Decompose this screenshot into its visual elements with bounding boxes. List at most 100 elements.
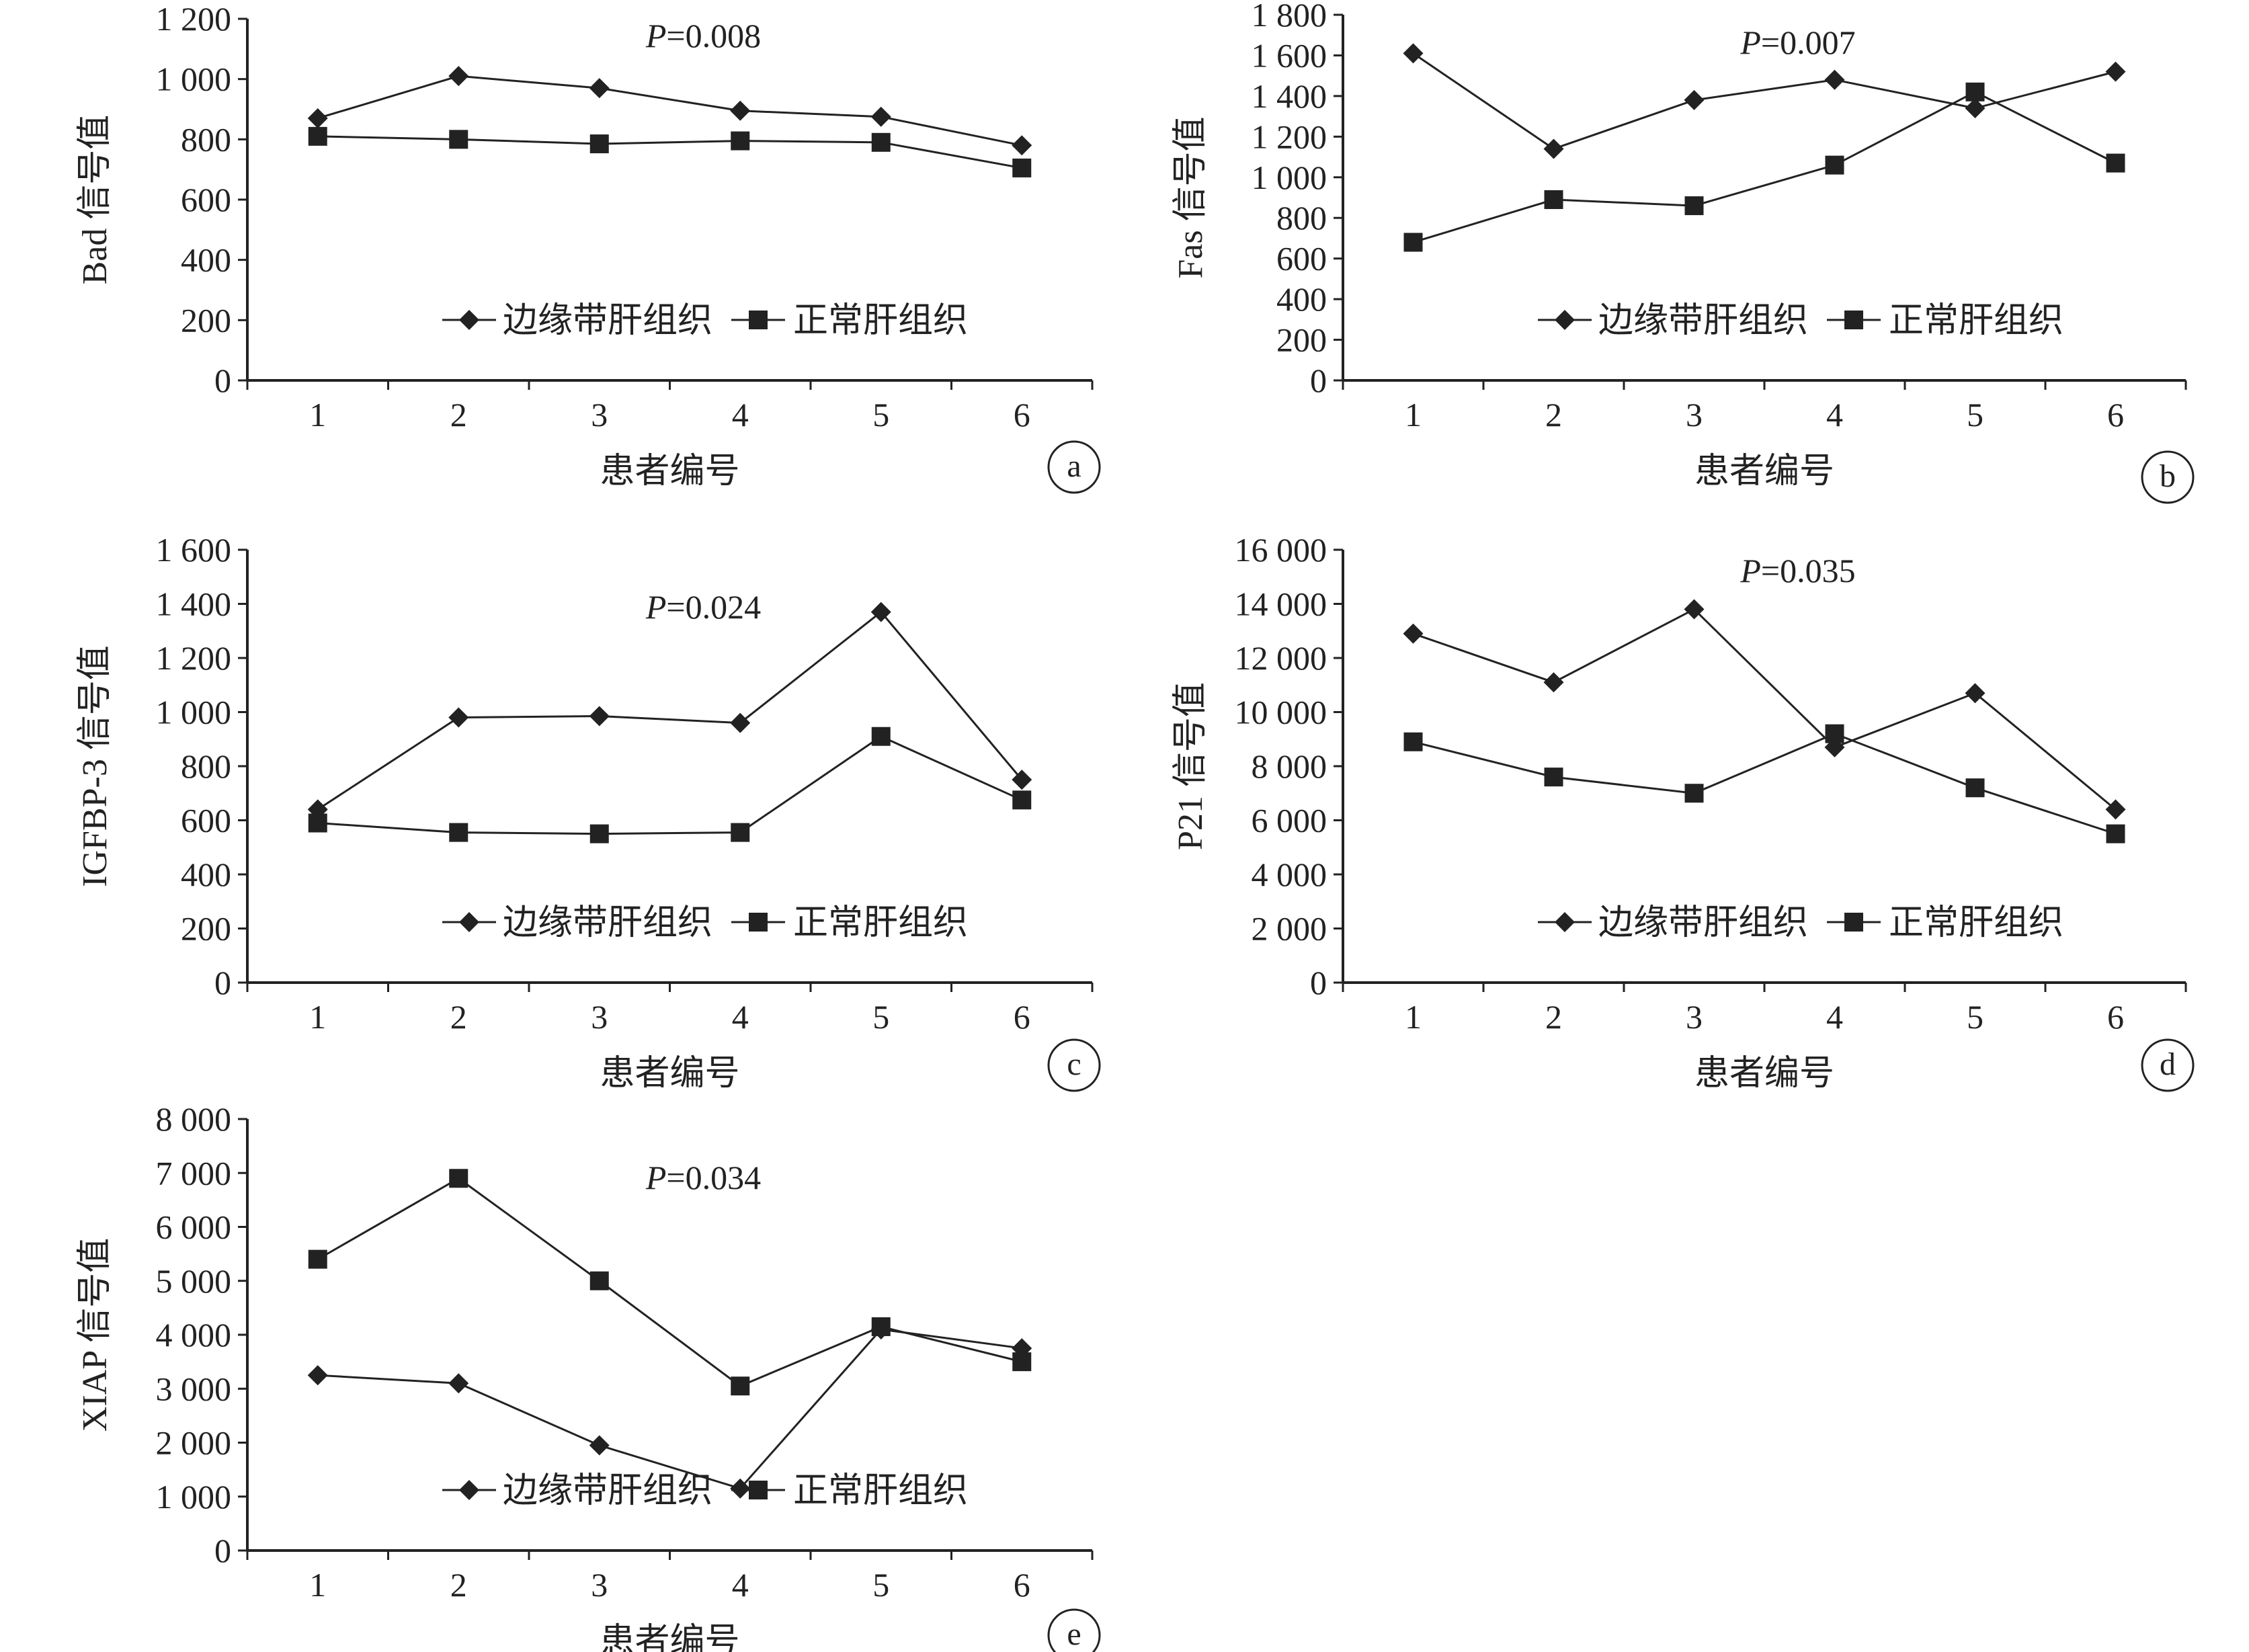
y-tick-label: 200	[181, 301, 231, 339]
y-tick-label: 200	[181, 910, 231, 948]
p-value-label: P=0.007	[1740, 24, 1855, 61]
data-point-square	[2106, 153, 2125, 173]
y-tick-label: 400	[181, 856, 231, 893]
x-tick-label: 4	[1826, 396, 1843, 433]
panel-letter-circle	[1047, 440, 1101, 494]
x-tick-label: 4	[732, 1566, 749, 1604]
data-point-diamond	[1012, 135, 1032, 156]
legend: 边缘带肝组织 正常肝组织	[1538, 904, 2063, 942]
panel-letter: a	[1067, 448, 1081, 484]
x-tick-label: 6	[1014, 998, 1030, 1036]
data-point-square	[1403, 732, 1423, 751]
x-tick-label: 6	[2107, 396, 2124, 433]
y-tick-label: 1 000	[1252, 159, 1327, 196]
data-point-diamond	[448, 1373, 469, 1394]
data-point-square	[308, 1249, 327, 1269]
x-tick-label: 1	[309, 396, 326, 433]
y-tick-label: 2 000	[156, 1424, 232, 1462]
legend-marker-diamond	[1555, 310, 1575, 330]
data-point-square	[1012, 790, 1032, 810]
legend-marker-square	[1844, 913, 1863, 932]
data-point-square	[731, 131, 750, 151]
panel-letter-circle	[1047, 1608, 1101, 1652]
y-tick-label: 6 000	[156, 1208, 232, 1246]
data-point-diamond	[1403, 623, 1424, 644]
data-point-square	[1825, 155, 1844, 175]
data-point-square	[1544, 768, 1563, 787]
legend: 边缘带肝组织 正常肝组织	[442, 904, 968, 942]
chart-panel-a: 0 200 400 600 800 1 000 1 200 1 2 3 4 5 6 患者编号 Bad 信号值…	[76, 0, 1101, 494]
panel-letter-circle	[1047, 1038, 1101, 1092]
y-tick-label: 1 400	[156, 585, 232, 623]
x-tick-label: 2	[1545, 396, 1562, 433]
data-point-square	[2106, 824, 2125, 843]
y-tick-label: 3 000	[156, 1370, 232, 1407]
data-point-diamond	[307, 108, 328, 128]
y-tick-label: 1 000	[156, 694, 232, 731]
data-point-square	[308, 126, 327, 146]
p-value-label: P=0.008	[645, 17, 761, 54]
series-line-1	[317, 610, 1023, 811]
y-tick-label: 800	[181, 120, 231, 158]
legend-label-2: 正常肝组织	[793, 904, 968, 942]
y-tick-label: 12 000	[1235, 639, 1327, 677]
series-line-1	[1413, 608, 2117, 811]
x-tick-label: 3	[591, 396, 608, 433]
data-point-square	[1544, 190, 1563, 210]
y-tick-label: 0	[214, 362, 231, 399]
series-line-2	[1413, 91, 2117, 243]
y-tick-label: 6 000	[1252, 802, 1327, 839]
data-point-square	[731, 1376, 750, 1396]
p-value-label: P=0.035	[1740, 552, 1855, 589]
legend-label-1: 边缘带肝组织	[1598, 904, 1808, 942]
legend-marker-square	[749, 1481, 768, 1499]
x-axis-title: 患者编号	[600, 452, 739, 491]
panel-letter: b	[2160, 458, 2176, 494]
x-tick-label: 3	[591, 1566, 608, 1604]
data-point-square	[1012, 158, 1032, 177]
y-tick-label: 8 000	[1252, 747, 1327, 785]
data-point-square	[449, 130, 468, 149]
data-point-diamond	[1965, 683, 1986, 704]
y-tick-label: 200	[1276, 321, 1327, 359]
legend-label-2: 正常肝组织	[793, 1472, 968, 1510]
data-point-diamond	[448, 66, 469, 87]
legend-label-1: 边缘带肝组织	[503, 904, 712, 942]
x-axis-title: 患者编号	[1694, 1055, 1834, 1093]
series-line-1	[317, 1328, 1022, 1490]
data-point-square	[589, 824, 609, 843]
data-point-square	[871, 727, 891, 746]
series-line-1	[317, 75, 1022, 147]
x-tick-label: 5	[1967, 396, 1984, 433]
y-tick-label: 600	[181, 802, 231, 839]
y-tick-label: 14 000	[1235, 585, 1327, 623]
data-point-square	[1965, 778, 1985, 798]
panel-letter: d	[2160, 1046, 2176, 1082]
y-tick-label: 1 800	[1252, 0, 1327, 34]
legend-marker-square	[749, 311, 768, 329]
y-tick-label: 800	[1276, 199, 1327, 237]
legend: 边缘带肝组织 正常肝组织	[442, 1472, 968, 1510]
x-axis-title: 患者编号	[1694, 452, 1834, 491]
x-tick-label: 3	[1686, 998, 1703, 1036]
x-tick-label: 6	[2107, 998, 2124, 1036]
x-tick-label: 4	[732, 998, 749, 1036]
chart-panel-e: 0 1 000 2 000 3 000 4 000 5 000 6 000 7 000 8 00…	[76, 1100, 1101, 1652]
data-point-diamond	[1684, 89, 1705, 110]
y-tick-label: 1 600	[1252, 36, 1327, 74]
x-tick-label: 1	[1405, 396, 1422, 433]
legend-label-1: 边缘带肝组织	[503, 302, 712, 340]
data-point-square	[871, 1317, 891, 1336]
data-point-square	[449, 823, 468, 842]
series-line-2	[317, 1177, 1022, 1387]
x-tick-label: 5	[872, 998, 889, 1036]
data-point-square	[1965, 82, 1985, 101]
data-point-diamond	[1012, 770, 1032, 790]
legend-marker-diamond	[459, 912, 479, 932]
data-point-diamond	[1965, 98, 1986, 119]
chart-panel-c: 0 200 400 600 800 1 000 1 200 1 400 1 600 1 2 3 4 5 6 患…	[76, 531, 1101, 1093]
chart-panel-d: 0 2 000 4 000 6 000 8 000 10 000 12 000 14 000 1…	[1172, 531, 2195, 1093]
x-tick-label: 4	[1826, 998, 1843, 1036]
series-line-2	[317, 735, 1022, 835]
